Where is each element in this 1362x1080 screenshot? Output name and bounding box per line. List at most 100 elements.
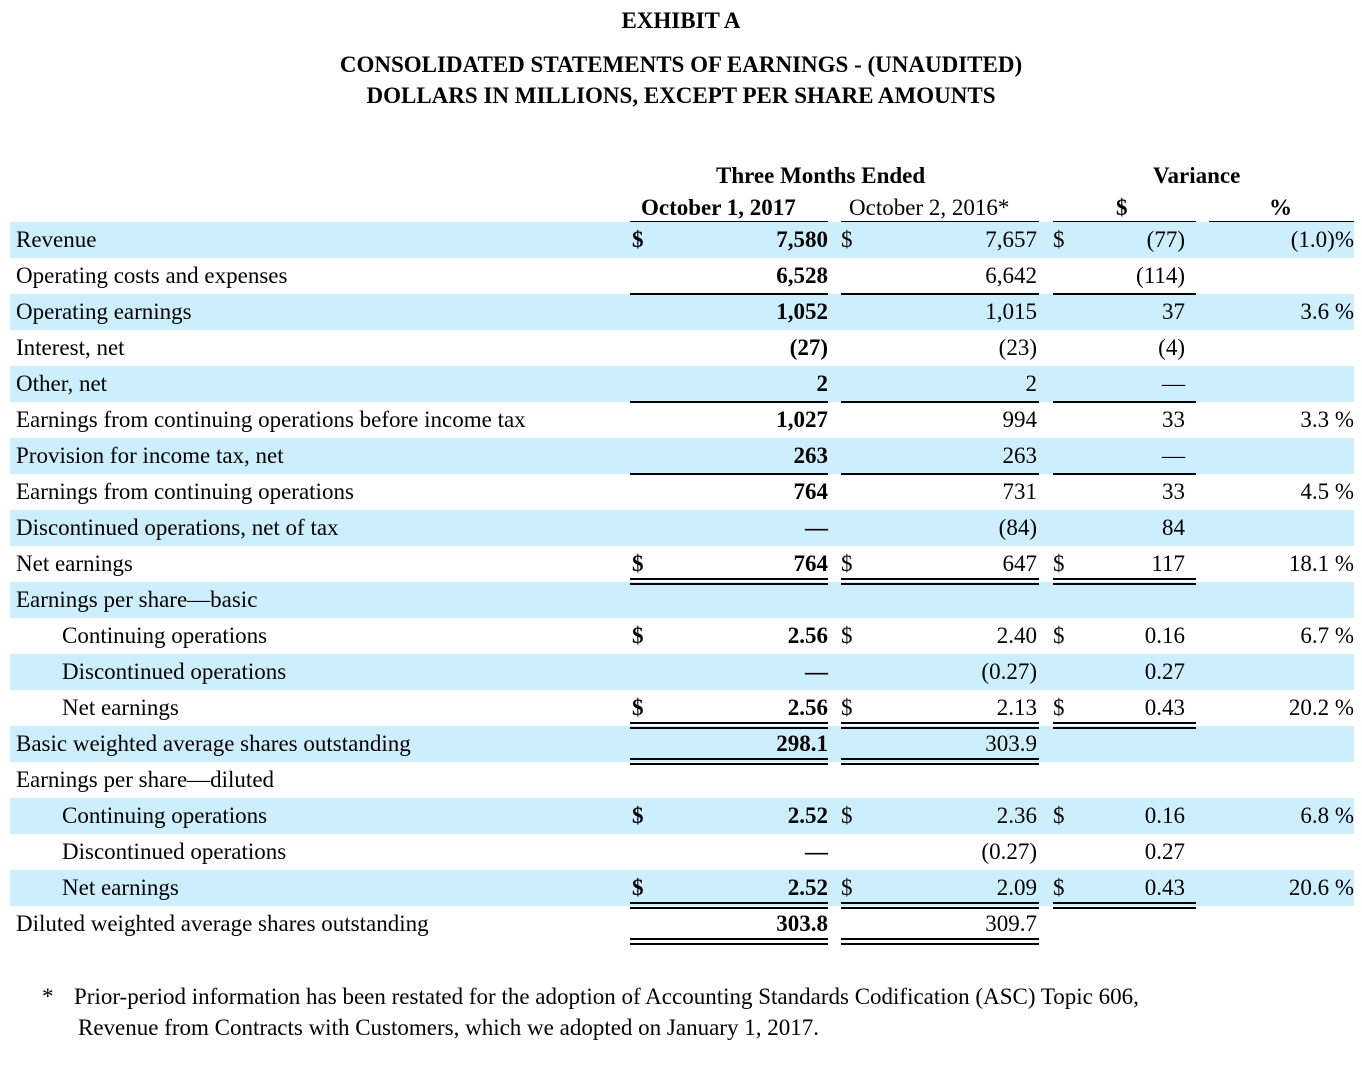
row-label: Provision for income tax, net	[10, 438, 630, 474]
column-gap	[828, 258, 839, 294]
currency-symbol-2016	[839, 258, 863, 294]
currency-symbol-variance: $	[1053, 551, 1065, 576]
variance-dollar: (114)	[1136, 263, 1185, 288]
currency-symbol-variance	[1051, 258, 1075, 294]
variance-percent: 4.5 %	[1300, 479, 1354, 504]
row-label: Operating earnings	[10, 294, 630, 330]
variance-percent: (1.0)%	[1185, 222, 1354, 258]
value-2017: 2.52	[654, 798, 828, 834]
table-row: Net earnings $2.56 $2.13 $0.43 20.2 %	[10, 690, 1354, 726]
column-gap	[1037, 294, 1051, 330]
column-gap	[828, 654, 839, 690]
variance-dollar	[1075, 726, 1185, 762]
variance-percent	[1185, 834, 1354, 870]
currency-symbol-variance	[1051, 438, 1075, 474]
column-gap	[1037, 474, 1051, 510]
value-2016: 647	[1002, 551, 1038, 576]
currency-symbol-variance	[1051, 366, 1075, 402]
exhibit-label: EXHIBIT A	[621, 8, 741, 33]
currency-symbol-variance: $	[1051, 870, 1075, 906]
variance-percent	[1185, 582, 1354, 618]
table-row: Basic weighted average shares outstandin…	[10, 726, 1354, 762]
value-2017: 2.52	[654, 870, 828, 906]
currency-symbol-2016	[839, 474, 863, 510]
statement-title: CONSOLIDATED STATEMENTS OF EARNINGS - (U…	[339, 52, 1023, 77]
subtotal-rule	[1053, 401, 1196, 403]
value-2017: 7,580	[654, 222, 828, 258]
variance-percent: 6.8 %	[1185, 798, 1354, 834]
subtotal-rule	[630, 473, 828, 475]
variance-dollar: (77)	[1075, 222, 1185, 258]
currency-symbol-2016	[839, 726, 863, 762]
currency-symbol-2017	[630, 510, 654, 546]
value-2017: 2	[654, 366, 828, 402]
currency-symbol-variance	[1051, 510, 1075, 546]
statement-subtitle: DOLLARS IN MILLIONS, EXCEPT PER SHARE AM…	[366, 83, 996, 108]
variance-percent	[1185, 366, 1354, 402]
table-row: Discontinued operations — (0.27) 0.27	[10, 834, 1354, 870]
currency-symbol-2017	[630, 366, 654, 402]
currency-symbol-2016	[839, 762, 863, 798]
currency-symbol-variance	[1051, 906, 1075, 942]
table-row: Earnings from continuing operations 764 73…	[10, 474, 1354, 510]
total-double-rule	[841, 938, 1039, 945]
currency-symbol-2017: $	[630, 870, 654, 906]
currency-symbol-2016: $	[839, 222, 863, 258]
currency-symbol-variance	[1051, 582, 1075, 618]
currency-symbol-2016	[839, 366, 863, 402]
currency-symbol-2016: $	[841, 551, 853, 576]
column-gap	[828, 834, 839, 870]
value-2017: 263	[654, 438, 828, 474]
value-2016: (84)	[863, 510, 1037, 546]
variance-dollar: —	[1075, 366, 1185, 402]
currency-symbol-2017	[630, 726, 654, 762]
currency-symbol-2016	[839, 510, 863, 546]
row-label: Earnings from continuing operations	[16, 479, 354, 504]
currency-symbol-2016	[839, 834, 863, 870]
value-2017	[654, 582, 828, 618]
header-october-2017: October 1, 2017	[641, 195, 796, 220]
currency-symbol-variance	[1051, 402, 1075, 438]
variance-percent: 20.2 %	[1288, 695, 1354, 720]
variance-percent	[1185, 510, 1354, 546]
currency-symbol-2016	[839, 582, 863, 618]
variance-dollar	[1075, 582, 1185, 618]
currency-symbol-2016	[839, 402, 863, 438]
row-label: Net earnings	[10, 870, 630, 906]
currency-symbol-2017	[630, 402, 654, 438]
variance-dollar: 33	[1162, 479, 1185, 504]
variance-percent	[1185, 906, 1354, 942]
currency-symbol-2017	[630, 258, 654, 294]
variance-percent	[1185, 258, 1354, 294]
variance-percent	[1185, 762, 1354, 798]
row-label: Earnings per share—diluted	[16, 767, 275, 792]
currency-symbol-2017: $	[632, 623, 644, 648]
column-gap	[828, 726, 839, 762]
currency-symbol-variance	[1051, 474, 1075, 510]
variance-percent	[1185, 330, 1354, 366]
row-label: Discontinued operations	[62, 839, 287, 864]
currency-symbol-2017	[630, 834, 654, 870]
column-gap	[1037, 510, 1051, 546]
header-three-months-ended: Three Months Ended	[716, 163, 926, 188]
currency-symbol-variance	[1051, 762, 1075, 798]
total-double-rule	[630, 722, 828, 729]
column-gap	[1037, 402, 1051, 438]
column-gap	[828, 906, 839, 942]
column-gap	[1037, 654, 1051, 690]
variance-percent	[1185, 438, 1354, 474]
column-gap	[828, 798, 839, 834]
column-gap	[1037, 582, 1051, 618]
currency-symbol-2017	[630, 654, 654, 690]
total-double-rule	[841, 758, 1039, 765]
subtotal-rule	[1053, 293, 1196, 295]
value-2017: 2.56	[787, 623, 828, 648]
value-2016: 7,657	[863, 222, 1037, 258]
value-2016: (23)	[998, 335, 1037, 360]
value-2016	[863, 762, 1037, 798]
variance-dollar: 0.43	[1144, 695, 1185, 720]
variance-dollar: 84	[1075, 510, 1185, 546]
column-gap	[1037, 366, 1051, 402]
table-row: Other, net 2 2 —	[10, 366, 1354, 402]
currency-symbol-variance	[1051, 834, 1075, 870]
